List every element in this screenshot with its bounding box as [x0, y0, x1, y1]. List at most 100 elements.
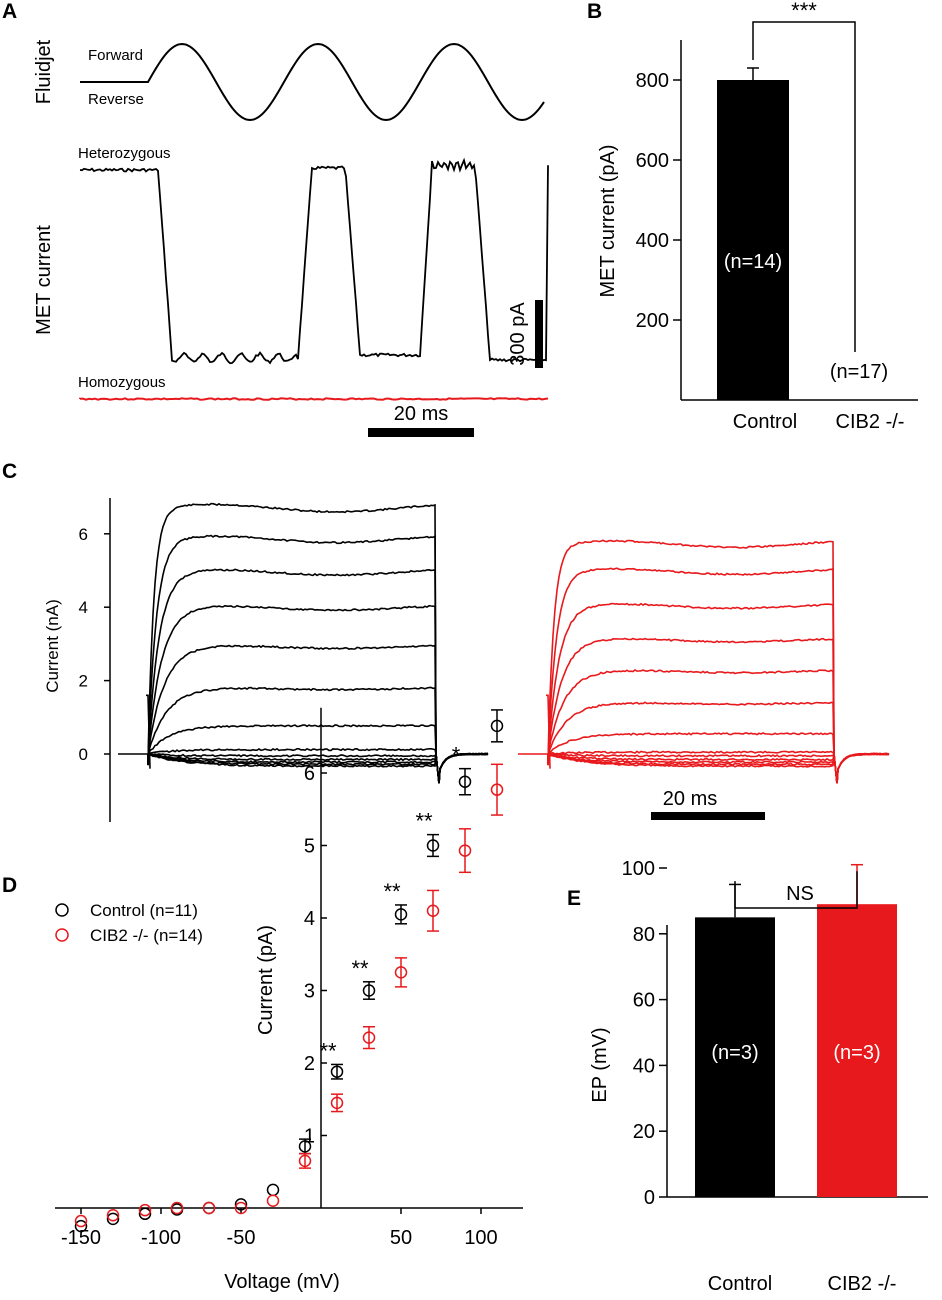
homozygous-met-trace: [79, 397, 549, 401]
panel-d-xtick-label: 100: [464, 1227, 497, 1249]
panel-d-data-point: [266, 1183, 280, 1197]
panel-d-xtick-label: -100: [141, 1227, 181, 1249]
current-scale-label: 300 pA: [507, 302, 529, 366]
panel-e-ytick-label: 60: [633, 990, 655, 1012]
panel-c-current-trace: [547, 701, 890, 784]
panel-d-data-point: [170, 1201, 184, 1215]
panel-c-current-trace: [147, 568, 489, 784]
panel-d-ytick-label: 6: [304, 763, 315, 785]
current-scale-bar: [535, 300, 543, 368]
panel-d-data-point: [490, 719, 504, 733]
panel-e: E EP (mV) 0 20 40 60 80 100 NS (n=3) (n=3) Co…: [567, 858, 928, 1295]
panel-d-data-point: [298, 1154, 312, 1168]
panel-b-ylabel: MET current (pA): [597, 145, 619, 298]
panel-c-current-trace: [547, 602, 890, 784]
panel-c-current-trace: [147, 604, 489, 784]
panel-e-letter: E: [567, 887, 581, 910]
panel-e-significance-label: NS: [786, 883, 814, 905]
panel-d-xtick-label: -50: [227, 1227, 256, 1249]
panel-c-current-trace: [147, 686, 489, 784]
fluidjet-label: Fluidjet: [33, 39, 55, 104]
panel-d-data-point: [362, 984, 376, 997]
panel-c-current-trace: [147, 752, 489, 784]
panel-e-significance-bracket: [734, 871, 858, 909]
panel-e-ticks: 0 20 40 60 80 100: [622, 858, 667, 1209]
panel-c-current-trace: [147, 644, 489, 784]
panel-c-control-traces: [118, 502, 489, 784]
panel-b-ytick-label: 400: [636, 230, 669, 252]
panel-a: A Fluidjet Forward Reverse MET current H…: [2, 0, 549, 437]
panel-c-ylabel: Current (nA): [43, 599, 62, 693]
panel-c-current-trace: [547, 752, 890, 784]
panel-c-time-scale-bar: [651, 812, 765, 820]
panel-e-ylabel: EP (mV): [589, 1027, 611, 1102]
panel-c-current-trace: [547, 752, 890, 784]
panel-e-ytick-label: 20: [633, 1121, 655, 1143]
panel-c-current-trace: [147, 751, 489, 784]
panel-d-data-point: [330, 1096, 344, 1110]
panel-d-data-point: [298, 1140, 312, 1153]
panel-e-bar: [817, 904, 897, 1197]
panel-e-n-label-control: (n=3): [711, 1042, 758, 1064]
reverse-label: Reverse: [88, 91, 144, 108]
panel-c-current-trace: [147, 747, 489, 784]
met-current-label: MET current: [33, 225, 55, 335]
panel-c-current-trace: [147, 752, 489, 784]
panel-d-ytick-label: 4: [304, 908, 315, 930]
panel-c-current-trace: [547, 669, 890, 784]
panel-d-data-point: [426, 904, 440, 917]
panel-b: B MET current (pA) 200 400 600 800 *** (n=1…: [587, 0, 918, 433]
panel-d-data-point: [362, 1031, 376, 1044]
panel-d-data-point: [490, 783, 504, 796]
panel-d-data-point: [394, 966, 408, 979]
forward-label: Forward: [88, 47, 143, 64]
panel-e-ytick-label: 0: [644, 1187, 655, 1209]
panel-b-n-label-control: (n=14): [724, 251, 782, 273]
panel-d-data-point: [138, 1207, 152, 1221]
panel-d-data-point: [74, 1214, 88, 1228]
panel-b-ytick-label: 200: [636, 310, 669, 332]
time-scale-label: 20 ms: [394, 403, 448, 425]
panel-c-ticks: 0 2 4 6: [79, 525, 110, 764]
panel-b-ytick-label: 800: [636, 70, 669, 92]
panel-e-category-mutant: CIB2 -/-: [828, 1273, 897, 1295]
panel-d-significance-marker: *: [452, 743, 461, 768]
panel-b-bar: [717, 80, 789, 400]
panel-c-ytick-label: 6: [79, 525, 88, 544]
panel-c-current-trace: [147, 502, 489, 784]
panel-c-letter: C: [2, 460, 17, 483]
panel-a-letter: A: [2, 0, 17, 23]
panel-c-current-trace: [147, 752, 489, 784]
panel-d-xtick-label: 50: [390, 1227, 412, 1249]
panel-d-data-point: [458, 775, 472, 788]
panel-d-significance-marker: **: [415, 809, 433, 834]
panel-c-current-trace: [147, 534, 489, 784]
panel-d-data-point: [266, 1194, 280, 1207]
panel-b-significance-bracket: [752, 21, 856, 352]
panel-d-data-point: [330, 1065, 344, 1078]
time-scale-bar: [368, 428, 474, 437]
panel-b-n-label-mutant: (n=17): [830, 361, 888, 383]
panel-d-significance-marker: **: [383, 879, 401, 904]
panel-c-current-trace: [547, 752, 890, 784]
panel-d-significance-marker: **: [351, 956, 369, 981]
legend-mutant-label: CIB2 -/- (n=14): [90, 926, 203, 945]
panel-d-data-point: [74, 1219, 88, 1233]
panel-c-mutant-traces: [518, 539, 890, 784]
panel-d-significance: *********: [319, 743, 460, 1064]
panel-c-current-trace: [547, 637, 890, 784]
panel-d-data-point: [426, 839, 440, 852]
panel-c-time-scale-label: 20 ms: [663, 788, 717, 810]
panel-b-category-mutant: CIB2 -/-: [836, 411, 905, 433]
fluidjet-stimulus-trace: [80, 42, 545, 122]
homozygous-label: Homozygous: [78, 374, 166, 391]
panel-d-points: [74, 709, 504, 1233]
panel-c-capacitive-artifact: [146, 694, 151, 769]
panel-d-axes: -150 -100 -50 50 100 1 2 3 4 5 6: [55, 707, 523, 1249]
panel-d-xlabel: Voltage (mV): [224, 1271, 340, 1293]
panel-c-current-trace: [547, 752, 890, 784]
panel-e-ytick-label: 40: [633, 1055, 655, 1077]
panel-b-ytick-label: 600: [636, 150, 669, 172]
legend-mutant-marker: [55, 928, 69, 942]
